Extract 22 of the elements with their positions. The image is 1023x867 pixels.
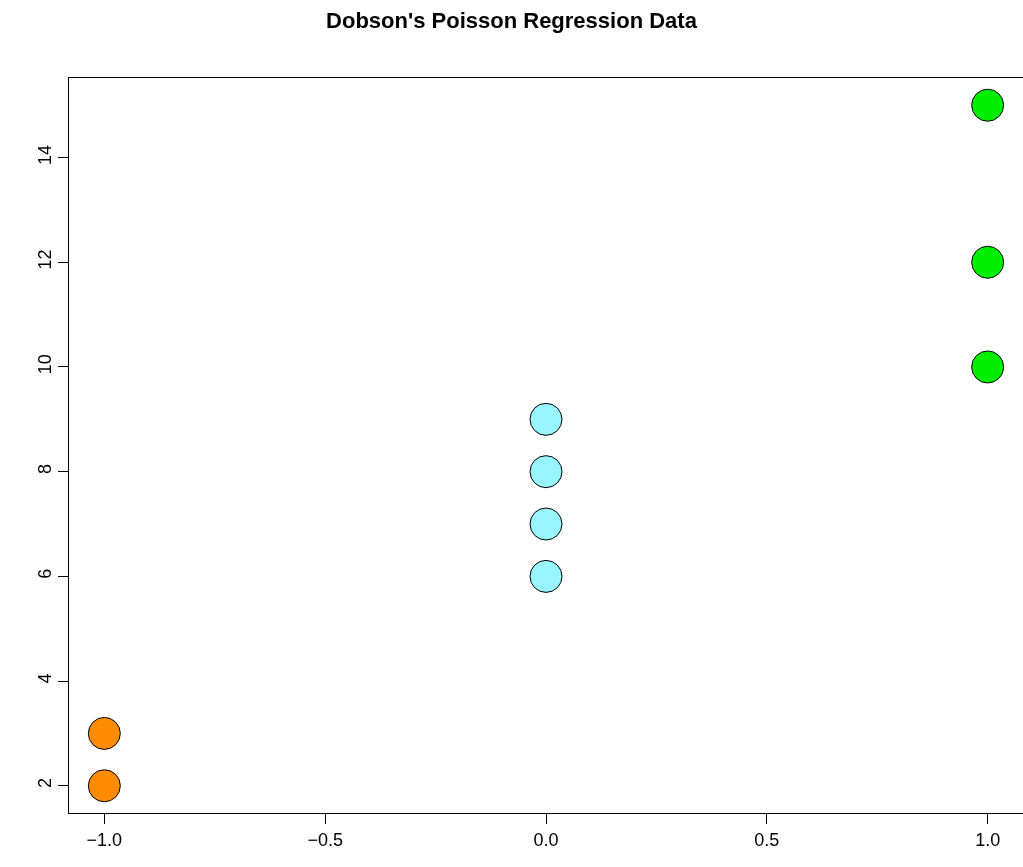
point: [971, 245, 1005, 279]
x-tick-label: 1.0: [975, 829, 1001, 850]
point: [529, 559, 563, 593]
y-tick-label: 6: [34, 568, 55, 579]
point: [529, 402, 563, 436]
y-tick-label: 10: [34, 354, 55, 375]
y-tick-label: 4: [34, 673, 55, 684]
x-tick-label: −0.5: [307, 829, 343, 850]
x-tick-label: −1.0: [86, 829, 123, 850]
y-tick-label: 2: [34, 778, 55, 789]
point: [971, 88, 1005, 122]
chart-title: Dobson's Poisson Regression Data: [326, 8, 698, 34]
point: [87, 769, 121, 803]
point: [529, 507, 563, 541]
y-tick-label: 14: [34, 144, 55, 165]
point: [971, 350, 1005, 384]
y-tick-label: 12: [34, 249, 55, 270]
x-tick-label: 0.0: [533, 829, 559, 850]
point: [529, 455, 563, 489]
point: [87, 716, 121, 750]
x-tick-label: 0.5: [754, 829, 780, 850]
y-tick-label: 8: [34, 463, 55, 474]
